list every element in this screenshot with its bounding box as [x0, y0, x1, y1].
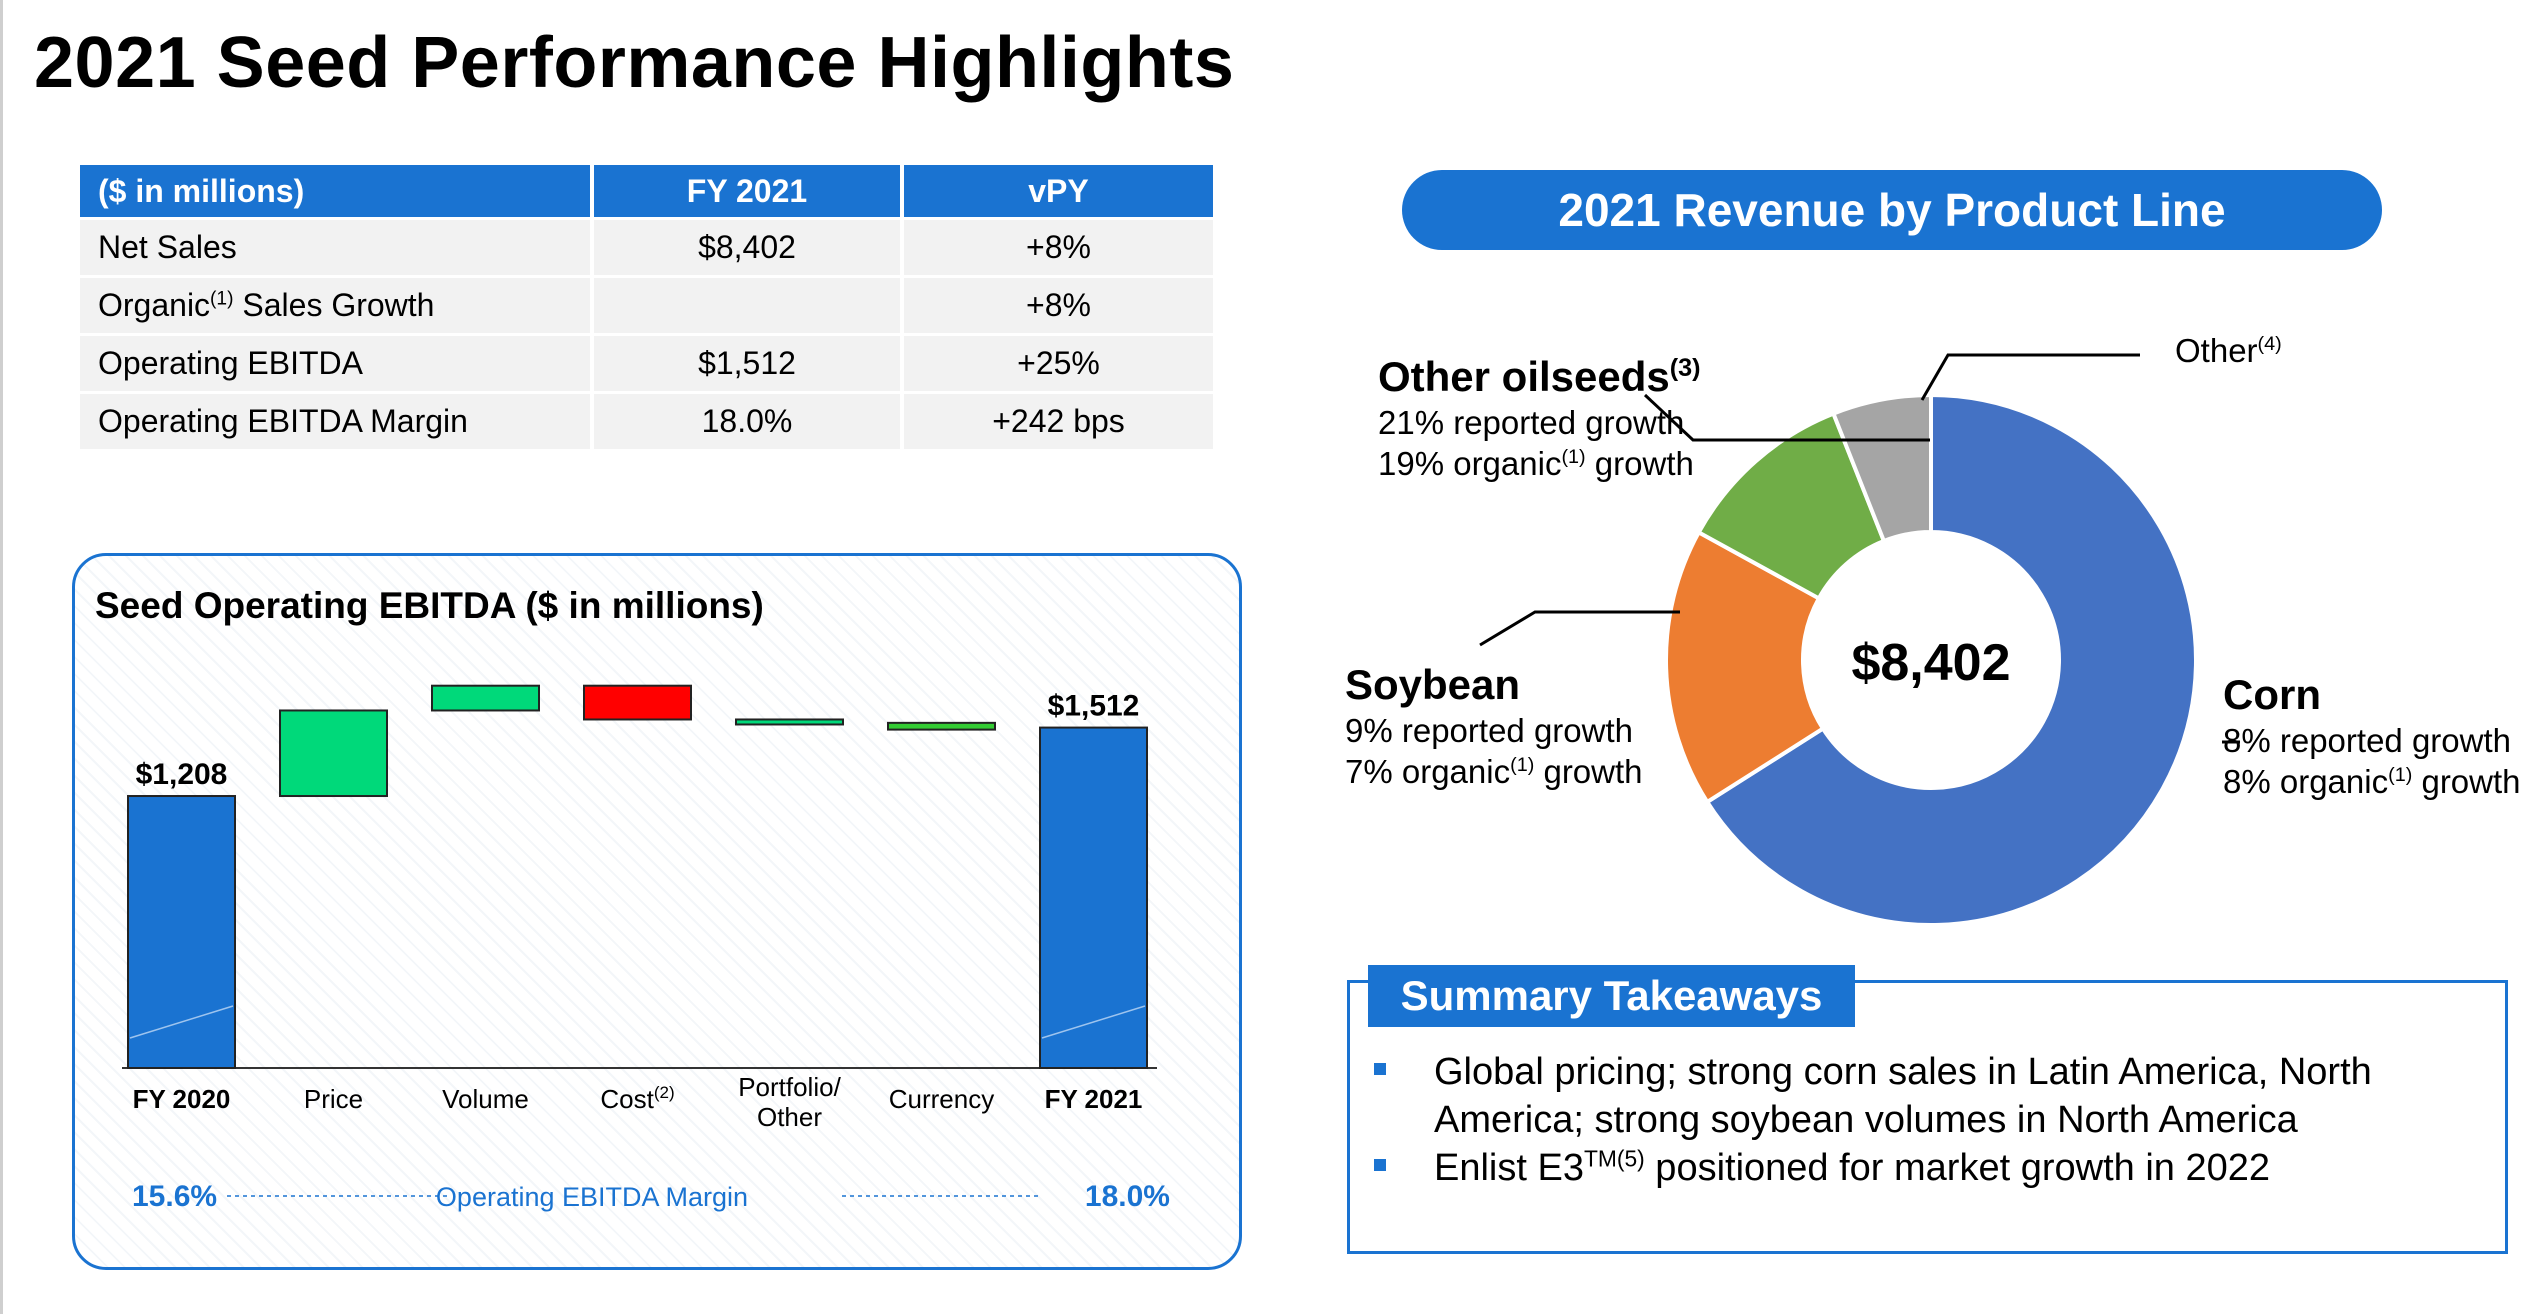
oilseeds-organic: 19% organic(1) growth: [1378, 445, 1694, 482]
soybean-label: Soybean 9% reported growth 7% organic(1)…: [1345, 660, 1643, 792]
row-label: Operating EBITDA Margin: [80, 391, 594, 449]
summary-item-text: positioned for market growth in 2022: [1644, 1147, 2270, 1189]
row-vpy: +8%: [902, 217, 1213, 277]
corn-label: Corn 8% reported growth 8% organic(1) gr…: [2223, 670, 2521, 802]
oilseeds-label: Other oilseeds(3) 21% reported growth 19…: [1378, 352, 1701, 484]
other-name: Other(4): [2175, 332, 2282, 369]
footnote-ref: (1): [210, 288, 234, 310]
other-label: Other(4): [2175, 330, 2282, 371]
corn-name: Corn: [2223, 671, 2321, 718]
left-edge-rule: [0, 0, 3, 1314]
table-header-fy2021: FY 2021: [592, 165, 904, 219]
row-vpy: +242 bps: [902, 391, 1213, 449]
margin-end-value: 18.0%: [1085, 1180, 1170, 1213]
summary-box: [1347, 980, 2508, 1254]
leader-line-oilseeds: [1643, 393, 1930, 442]
revenue-pill-title: 2021 Revenue by Product Line: [1402, 170, 2382, 250]
waterfall-title: Seed Operating EBITDA ($ in millions): [95, 585, 764, 626]
summary-list: Global pricing; strong corn sales in Lat…: [1372, 1048, 2482, 1192]
oilseeds-name: Other oilseeds(3): [1378, 353, 1701, 400]
waterfall-bar-7: [1039, 726, 1148, 1069]
corn-reported: 8% reported growth: [2223, 722, 2511, 759]
soybean-organic: 7% organic(1) growth: [1345, 753, 1643, 790]
list-item: Global pricing; strong corn sales in Lat…: [1372, 1048, 2482, 1144]
bar-sheen-line: [1041, 1005, 1146, 1039]
donut-slice-soybean: [1664, 529, 1826, 805]
kpi-table: ($ in millions) FY 2021 vPY Net Sales $8…: [80, 165, 1213, 449]
waterfall-tick-label: FY 2020: [133, 1084, 231, 1114]
trademark-footnote: TM(5): [1583, 1145, 1645, 1172]
table-header-units: ($ in millions): [80, 165, 594, 219]
waterfall-bar-5: [735, 718, 844, 726]
row-label-main: Organic: [98, 287, 211, 323]
table-row: Organic(1) Sales Growth +8%: [80, 275, 1213, 335]
waterfall-tick-label: Cost(2): [600, 1083, 674, 1114]
waterfall-bar-2: [279, 709, 388, 798]
waterfall-tick-label: Volume: [442, 1084, 529, 1114]
summary-item-text: Enlist E3: [1434, 1147, 1584, 1189]
oilseeds-reported: 21% reported growth: [1378, 404, 1685, 441]
row-vpy: +8%: [902, 275, 1213, 335]
donut-slice-other: [1830, 392, 1933, 544]
revenue-donut-chart: $8,402: [1479, 353, 2240, 927]
row-label: Net Sales: [80, 217, 594, 277]
margin-start-value: 15.6%: [132, 1180, 217, 1213]
row-vpy: +25%: [902, 333, 1213, 393]
row-fy2021: $1,512: [592, 333, 904, 393]
list-item: Enlist E3TM(5) positioned for market gro…: [1372, 1144, 2482, 1192]
row-fy2021: $8,402: [592, 217, 904, 277]
summary-title: Summary Takeaways: [1368, 965, 1855, 1027]
waterfall-bar-3: [431, 684, 540, 712]
page-title: 2021 Seed Performance Highlights: [34, 23, 1235, 103]
leader-line-other: [1920, 353, 2140, 401]
donut-slice-corn: [1704, 392, 2198, 927]
waterfall-bar-4: [583, 684, 692, 721]
waterfall-data-label: $1,208: [136, 758, 228, 791]
row-fy2021: 18.0%: [592, 391, 904, 449]
table-header-vpy: vPY: [902, 165, 1213, 219]
row-label-rest: Sales Growth: [233, 287, 435, 323]
donut-center-value: $8,402: [1851, 634, 2010, 692]
waterfall-tick-label: Portfolio/Other: [738, 1072, 841, 1132]
waterfall-tick-label: Price: [304, 1084, 363, 1114]
table-row: Operating EBITDA $1,512 +25%: [80, 333, 1213, 393]
table-row: Net Sales $8,402 +8%: [80, 217, 1213, 277]
table-row: Operating EBITDA Margin 18.0% +242 bps: [80, 391, 1213, 449]
bullet-square-icon: [1374, 1063, 1386, 1075]
waterfall-bar-1: [127, 795, 236, 1069]
leader-line-soybean: [1479, 610, 1680, 647]
margin-label: Operating EBITDA Margin: [436, 1182, 748, 1212]
row-label: Organic(1) Sales Growth: [80, 275, 594, 335]
waterfall-data-label: $1,512: [1048, 690, 1140, 723]
waterfall-tick-label: FY 2021: [1045, 1084, 1143, 1114]
ebitda-waterfall-chart: $1,208 FY 2020 Price Volume Cost(2) Portfolio…: [122, 684, 1170, 1213]
waterfall-bar-6: [887, 721, 996, 731]
summary-item-text: Global pricing; strong corn sales in Lat…: [1434, 1051, 2372, 1141]
soybean-name: Soybean: [1345, 661, 1521, 708]
waterfall-tick-label: Currency: [889, 1084, 994, 1114]
bar-sheen-line: [129, 1005, 234, 1039]
row-fy2021: [592, 275, 904, 335]
corn-organic: 8% organic(1) growth: [2223, 763, 2521, 800]
row-label: Operating EBITDA: [80, 333, 594, 393]
bullet-square-icon: [1374, 1159, 1386, 1171]
table-header-row: ($ in millions) FY 2021 vPY: [80, 165, 1213, 219]
soybean-reported: 9% reported growth: [1345, 712, 1633, 749]
